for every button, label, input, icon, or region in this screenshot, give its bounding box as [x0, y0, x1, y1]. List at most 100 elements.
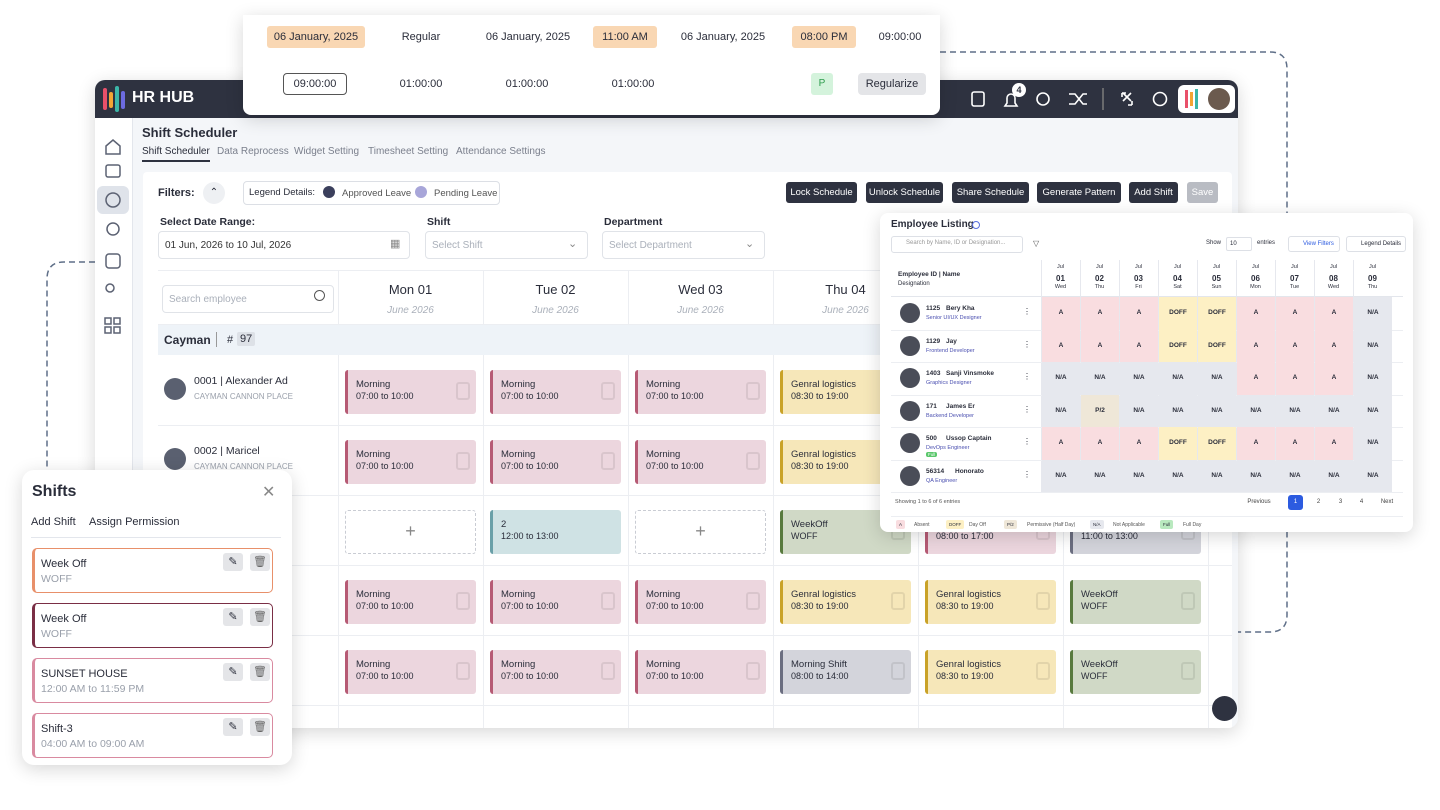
- shift-cell[interactable]: Morning 07:00 to 10:00: [635, 440, 766, 484]
- action-button[interactable]: Generate Pattern: [1037, 182, 1121, 203]
- action-button[interactable]: Unlock Schedule: [866, 182, 943, 203]
- shift-cell[interactable]: Morning 07:00 to 10:00: [490, 370, 621, 414]
- shift-cell[interactable]: Morning 07:00 to 10:00: [635, 370, 766, 414]
- row-divider: [158, 705, 1232, 706]
- search-box[interactable]: Search employee: [162, 285, 334, 313]
- shift-time: 08:30 to 19:00: [791, 391, 849, 401]
- panel-title: Shifts: [32, 483, 77, 500]
- shift-cell[interactable]: Morning 07:00 to 10:00: [345, 580, 476, 624]
- shift-time: WOFF: [1081, 671, 1108, 681]
- support-button[interactable]: [1212, 696, 1237, 721]
- pager-button[interactable]: 1: [1288, 495, 1303, 510]
- action-button[interactable]: Lock Schedule: [786, 182, 857, 203]
- nav-calendar[interactable]: [105, 164, 121, 178]
- nav-fingerprint[interactable]: [105, 192, 121, 208]
- nav-money[interactable]: [105, 253, 121, 269]
- delete-button[interactable]: 🗑: [250, 663, 270, 681]
- search-input[interactable]: Search by Name, ID or Designation...: [891, 236, 1023, 253]
- legend-details[interactable]: Legend Details: [1346, 236, 1406, 252]
- close-button[interactable]: ✕: [262, 484, 276, 501]
- pager-button[interactable]: Next: [1380, 499, 1394, 505]
- cell-text: Regular: [401, 31, 441, 43]
- shift-cell[interactable]: 2 12:00 to 13:00: [490, 510, 621, 554]
- attendance-cell: A: [1315, 297, 1353, 330]
- shift-cell[interactable]: Morning 07:00 to 10:00: [635, 650, 766, 694]
- attendance-cell: A: [1120, 329, 1158, 362]
- edit-button[interactable]: ✎: [223, 553, 243, 571]
- date-col-divider: [1080, 260, 1081, 492]
- shift-item[interactable]: SUNSET HOUSE 12:00 AM to 11:59 PM ✎ 🗑: [32, 658, 273, 703]
- attendance-cell: N/A: [1042, 362, 1080, 395]
- icon-fullscreen[interactable]: [1121, 92, 1133, 106]
- edit-button[interactable]: ✎: [223, 718, 243, 736]
- edit-button[interactable]: ✎: [223, 608, 243, 626]
- icon-bell[interactable]: [1003, 93, 1019, 107]
- shift-title: Genral logistics: [936, 659, 1001, 670]
- icon-help[interactable]: [1152, 91, 1168, 107]
- shift-cell[interactable]: Morning 07:00 to 10:00: [490, 650, 621, 694]
- nav-home[interactable]: [105, 139, 121, 155]
- shift-cell[interactable]: Morning 07:00 to 10:00: [635, 580, 766, 624]
- shift-cell[interactable]: +: [635, 510, 766, 554]
- panel-tab[interactable]: Assign Permission: [89, 516, 180, 528]
- attendance-cell: A: [1237, 329, 1275, 362]
- delete-button[interactable]: 🗑: [250, 718, 270, 736]
- shift-cell[interactable]: Genral logistics 08:30 to 19:00: [780, 580, 911, 624]
- shift-item[interactable]: Week Off WOFF ✎ 🗑: [32, 603, 273, 648]
- row-menu: ⋮: [1023, 404, 1031, 414]
- shift-time: 08:30 to 19:00: [936, 671, 994, 681]
- regularize-button[interactable]: Regularize: [858, 73, 926, 95]
- delete-button[interactable]: 🗑: [250, 608, 270, 626]
- pager-button[interactable]: 3: [1338, 499, 1343, 505]
- emp-designation: DevOps Engineer: [926, 445, 970, 451]
- tab[interactable]: Shift Scheduler: [142, 146, 210, 162]
- shift-time: 07:00 to 10:00: [356, 671, 414, 681]
- date-day: 06: [1251, 274, 1260, 283]
- attendance-cell: N/A: [1315, 459, 1353, 492]
- shift-cell[interactable]: Morning 07:00 to 10:00: [490, 440, 621, 484]
- shift-cell[interactable]: Genral logistics 08:30 to 19:00: [925, 650, 1056, 694]
- view-filters[interactable]: View Filters: [1288, 236, 1340, 252]
- edit-button[interactable]: ✎: [223, 663, 243, 681]
- shift-cell[interactable]: Genral logistics 08:30 to 19:00: [925, 580, 1056, 624]
- field-input[interactable]: 01 Jun, 2026 to 10 Jul, 2026: [158, 231, 410, 259]
- nav-chat[interactable]: [106, 222, 120, 236]
- action-button[interactable]: Save: [1187, 182, 1218, 203]
- shift-cell[interactable]: Morning 07:00 to 10:00: [345, 370, 476, 414]
- collapse-button[interactable]: ⌃: [203, 182, 225, 204]
- row-avatar: [900, 465, 920, 486]
- pager-button[interactable]: 4: [1359, 499, 1364, 505]
- emp-id: 56314: [926, 467, 945, 475]
- field-input[interactable]: Select Department: [602, 231, 765, 259]
- field-input[interactable]: Select Shift: [425, 231, 588, 259]
- shift-item[interactable]: Week Off WOFF ✎ 🗑: [32, 548, 273, 593]
- icon-shuffle[interactable]: [1069, 93, 1087, 105]
- pager-button[interactable]: 2: [1316, 499, 1321, 505]
- icon-sync[interactable]: [1036, 92, 1050, 106]
- icon-book[interactable]: [971, 91, 985, 107]
- tab[interactable]: Widget Setting: [294, 146, 360, 157]
- delete-button[interactable]: 🗑: [250, 553, 270, 571]
- attendance-cell: P/2: [1081, 394, 1119, 427]
- nav-people[interactable]: [105, 283, 115, 293]
- page-size[interactable]: 10: [1226, 237, 1252, 251]
- pager-button[interactable]: Previous: [1247, 499, 1271, 505]
- tab[interactable]: Timesheet Setting: [368, 146, 449, 157]
- tab[interactable]: Data Reprocess: [217, 146, 289, 157]
- shift-item[interactable]: Shift-3 04:00 AM to 09:00 AM ✎ 🗑: [32, 713, 273, 758]
- panel-tab[interactable]: Add Shift: [31, 516, 76, 528]
- attendance-cell: N/A: [1120, 394, 1158, 427]
- row-avatar: [900, 368, 920, 388]
- shift-cell[interactable]: WeekOff WOFF: [1070, 650, 1201, 694]
- shift-cell[interactable]: Morning Shift 08:00 to 14:00: [780, 650, 911, 694]
- shift-cell[interactable]: +: [345, 510, 476, 554]
- action-button[interactable]: Add Shift: [1129, 182, 1178, 203]
- nav-grid[interactable]: [104, 317, 112, 325]
- shift-cell[interactable]: WeekOff WOFF: [1070, 580, 1201, 624]
- shift-cell[interactable]: Morning 07:00 to 10:00: [345, 440, 476, 484]
- shift-cell[interactable]: Morning 07:00 to 10:00: [490, 580, 621, 624]
- shift-cell[interactable]: Morning 07:00 to 10:00: [345, 650, 476, 694]
- action-button[interactable]: Share Schedule: [952, 182, 1029, 203]
- tab[interactable]: Attendance Settings: [456, 146, 546, 157]
